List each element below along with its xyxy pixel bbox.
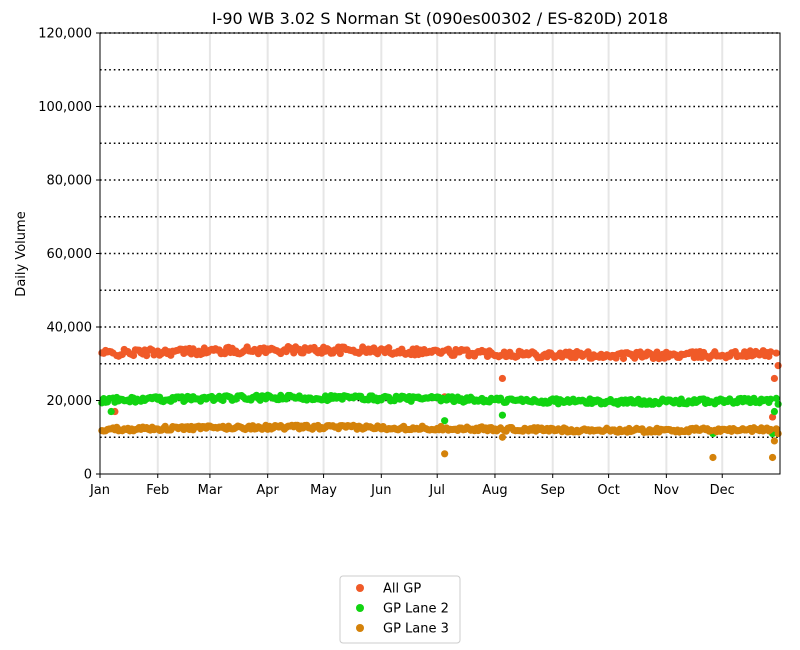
x-tick-label: Dec — [710, 483, 735, 498]
y-tick-label: 100,000 — [38, 100, 92, 115]
legend-marker — [356, 604, 364, 612]
y-axis-label: Daily Volume — [14, 211, 29, 296]
x-tick-label: Jun — [370, 483, 391, 498]
data-point — [108, 408, 115, 415]
x-tick-label: Apr — [256, 483, 279, 498]
data-point — [499, 412, 506, 419]
legend-marker — [356, 584, 364, 592]
x-tick-label: Jan — [89, 483, 110, 498]
y-tick-label: 20,000 — [47, 394, 93, 409]
x-tick-label: Aug — [482, 483, 507, 498]
legend: All GP GP Lane 2 GP Lane 3 — [340, 576, 460, 643]
x-tick-label: Nov — [654, 483, 680, 498]
legend-marker — [356, 624, 364, 632]
data-point — [773, 349, 780, 356]
legend-entry: All GP — [383, 582, 421, 597]
data-point — [769, 454, 776, 461]
x-tick-label: Mar — [198, 483, 223, 498]
x-tick-label: Jul — [428, 483, 445, 498]
data-point — [775, 430, 782, 437]
x-tick-label: Oct — [597, 483, 619, 498]
grid-layer — [100, 33, 780, 474]
data-point — [499, 434, 506, 441]
data-point — [775, 362, 782, 369]
data-point — [771, 408, 778, 415]
x-tick-label: Feb — [146, 483, 169, 498]
legend-entry: GP Lane 3 — [383, 622, 449, 637]
legend-entry: GP Lane 2 — [383, 602, 449, 617]
y-tick-label: 40,000 — [47, 321, 93, 336]
data-point — [775, 401, 782, 408]
data-point — [499, 375, 506, 382]
series-all-gp — [98, 343, 781, 421]
y-tick-label: 120,000 — [38, 27, 92, 42]
x-tick-label: Sep — [540, 483, 565, 498]
y-tick-label: 0 — [84, 468, 92, 483]
series-gp-lane-3 — [98, 422, 781, 461]
chart-title: I-90 WB 3.02 S Norman St (090es00302 / E… — [212, 9, 668, 28]
points-layer — [98, 343, 781, 461]
data-point — [771, 437, 778, 444]
data-point — [709, 454, 716, 461]
x-tick-label: May — [310, 483, 337, 498]
data-point — [441, 450, 448, 457]
data-point — [771, 375, 778, 382]
y-tick-label: 60,000 — [47, 247, 93, 262]
y-tick-label: 80,000 — [47, 174, 93, 189]
